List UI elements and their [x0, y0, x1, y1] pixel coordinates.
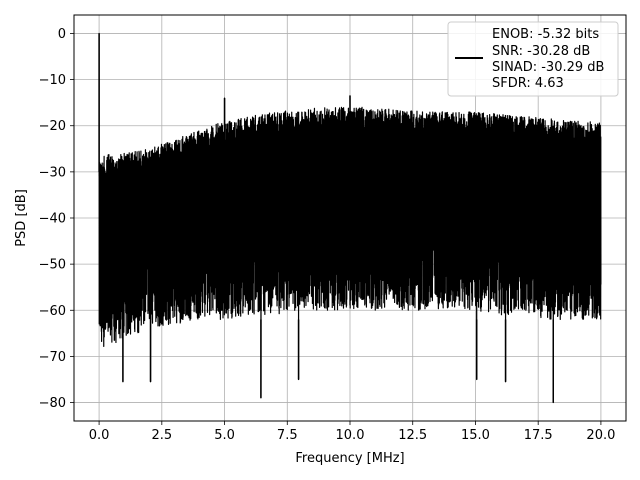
- legend-line-enob: ENOB: -5.32 bits: [492, 27, 599, 42]
- y-tick-label: −40: [39, 212, 66, 227]
- psd-trace: [98, 32, 602, 404]
- x-tick-label: 15.0: [461, 428, 490, 443]
- legend-line-snr: SNR: -30.28 dB: [492, 44, 590, 59]
- x-tick-label: 7.5: [277, 428, 298, 443]
- legend: ENOB: -5.32 bits SNR: -30.28 dB SINAD: -…: [447, 21, 619, 97]
- x-tick-label: 12.5: [398, 428, 427, 443]
- y-tick-label: −10: [39, 73, 66, 88]
- legend-box: [447, 21, 619, 97]
- x-tick-label: 17.5: [524, 428, 553, 443]
- y-tick-label: −60: [39, 304, 66, 319]
- y-tick-label: 0: [58, 27, 66, 42]
- axes: 0.0 2.5 5.0 7.5 10.0 12.5 15.0 17.5 20.0 0 −10 −20 −…: [39, 27, 616, 443]
- legend-line-sinad: SINAD: -30.29 dB: [492, 60, 604, 75]
- x-tick-label: 5.0: [214, 428, 235, 443]
- legend-line-sfdr: SFDR: 4.63: [492, 76, 564, 91]
- psd-series: [98, 32, 602, 404]
- x-tick-label: 10.0: [336, 428, 365, 443]
- y-tick-label: −20: [39, 119, 66, 134]
- y-tick-label: −80: [39, 396, 66, 411]
- y-tick-label: −30: [39, 165, 66, 180]
- y-tick-label: −50: [39, 258, 66, 273]
- y-axis-label: PSD [dB]: [14, 189, 29, 247]
- x-axis-label: Frequency [MHz]: [295, 451, 404, 466]
- x-tick-label: 0.0: [89, 428, 110, 443]
- x-tick-label: 20.0: [586, 428, 615, 443]
- x-tick-label: 2.5: [151, 428, 172, 443]
- y-tick-label: −70: [39, 350, 66, 365]
